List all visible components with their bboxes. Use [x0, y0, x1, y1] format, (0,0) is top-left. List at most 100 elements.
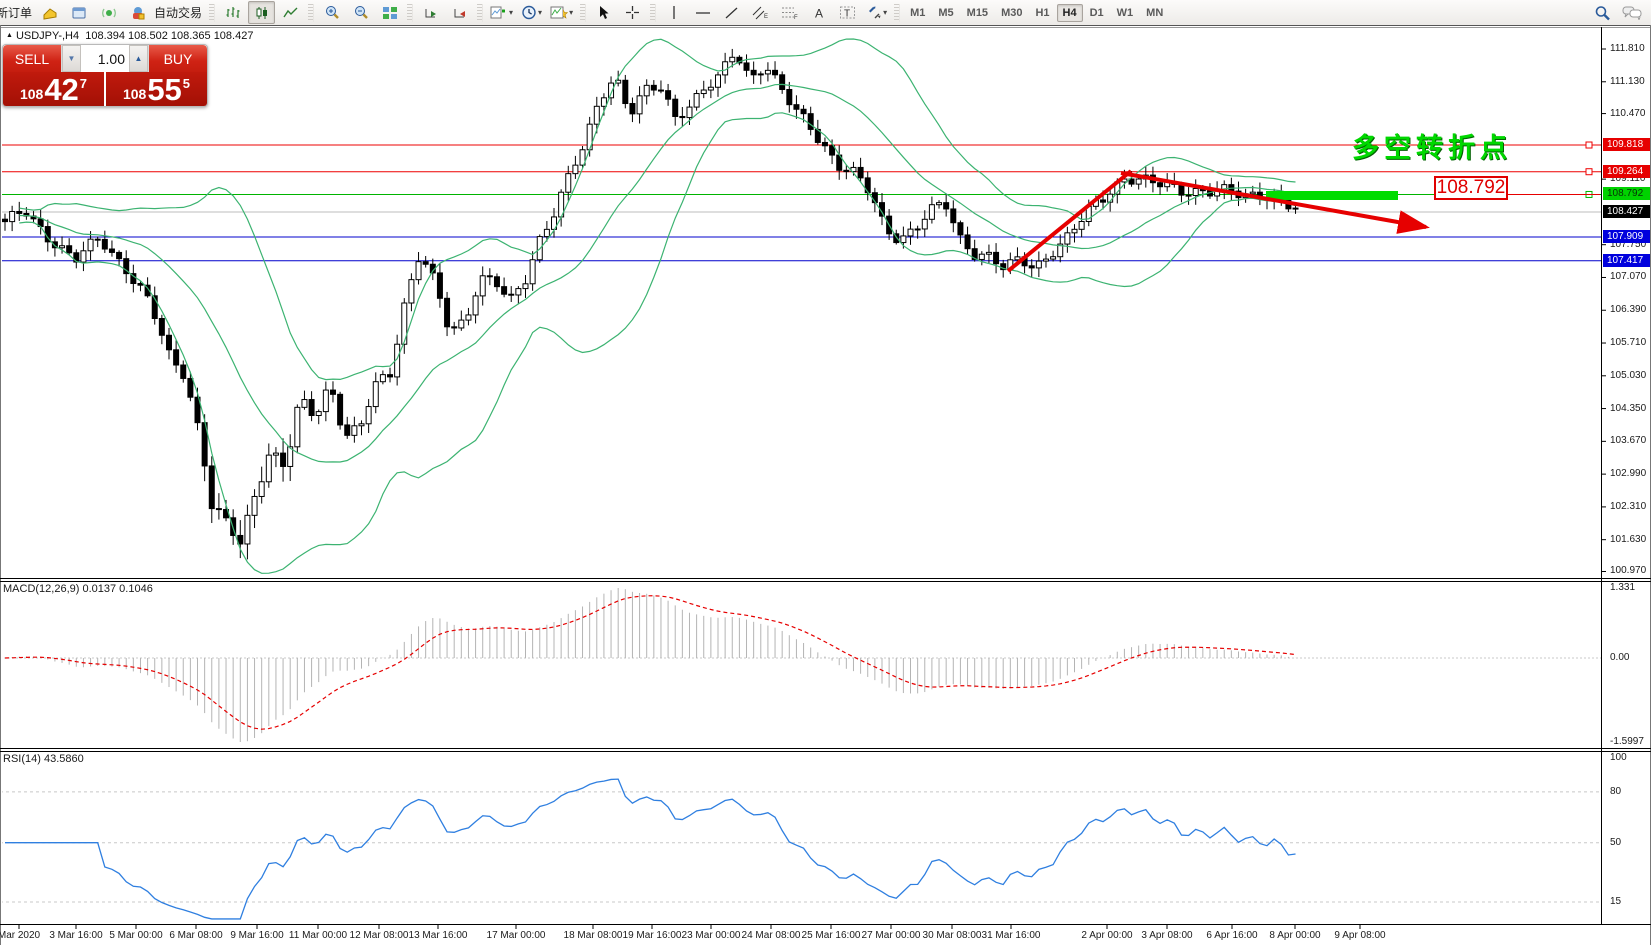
buy-button[interactable]: BUY [149, 45, 207, 72]
buy-price[interactable]: 108 55 5 [122, 72, 191, 107]
time-axis-label: 6 Apr 16:00 [1206, 930, 1258, 941]
volume-decrease-button[interactable]: ▼ [62, 45, 81, 72]
rsi-axis-tick: 100 [1610, 752, 1627, 763]
chart-shift-icon[interactable] [446, 1, 473, 24]
arrows-icon[interactable]: ▾ [863, 1, 890, 24]
price-axis-tick: 107.750 [1610, 238, 1647, 250]
market-watch-icon[interactable] [66, 1, 93, 24]
svg-text:T: T [844, 9, 850, 20]
rsi-axis-tick: 15 [1610, 895, 1622, 907]
toolbar: 新订单 自动交易 ▾ [0, 0, 1651, 26]
toolbar-grip [650, 3, 657, 22]
time-axis-label: 9 Mar 16:00 [230, 930, 284, 941]
text-icon[interactable]: A [805, 1, 832, 24]
templates-icon[interactable]: ▾ [547, 1, 576, 24]
time-axis-label: 18 Mar 08:00 [563, 930, 623, 941]
timeframe-m30[interactable]: M30 [1001, 6, 1023, 19]
price-tag: 109.818 [1603, 138, 1650, 151]
text-label-icon[interactable]: T [834, 1, 861, 24]
time-axis-label: 27 Mar 00:00 [861, 930, 921, 941]
rsi-label: RSI(14) 43.5860 [3, 753, 84, 765]
time-axis-label: 25 Mar 16:00 [801, 930, 861, 941]
price-axis-tick: 110.470 [1610, 107, 1646, 119]
macd-axis-zero: 0.00 [1610, 652, 1630, 663]
time-axis-label: 13 Mar 16:00 [408, 930, 468, 941]
fibonacci-icon[interactable]: F [776, 1, 803, 24]
toolbar-grip [407, 3, 414, 22]
timeframe-m1[interactable]: M1 [910, 6, 926, 19]
time-axis-label: 11 Mar 00:00 [288, 930, 348, 941]
horizontal-line-icon[interactable] [689, 1, 716, 24]
price-tag: 109.264 [1603, 164, 1650, 178]
time-axis-label: 23 Mar 00:00 [681, 930, 741, 941]
timeframe-w1[interactable]: W1 [1116, 6, 1134, 19]
macd-axis-min: -1.5997 [1610, 736, 1644, 747]
time-axis-label: 24 Mar 08:00 [741, 930, 801, 941]
time-axis-label: 3 Apr 08:00 [1141, 930, 1193, 941]
timeframe-m15[interactable]: M15 [966, 6, 989, 19]
auto-scroll-icon[interactable] [417, 1, 444, 24]
sell-price[interactable]: 108 42 7 [19, 72, 88, 107]
price-axis-tick: 105.710 [1610, 337, 1647, 349]
price-callout-box[interactable]: 108.792 [1434, 176, 1508, 200]
time-axis-label: 30 Mar 08:00 [922, 930, 982, 941]
sell-button[interactable]: SELL [3, 45, 61, 72]
macd-axis-max: 1.331 [1610, 582, 1636, 593]
timeframe-h1[interactable]: H1 [1035, 6, 1050, 19]
line-chart-icon[interactable] [277, 1, 304, 24]
symbol-marker-icon: ▲ [6, 32, 13, 39]
timeframe-group: M1 M5 M15 M30 H1 H4 D1 W1 MN [904, 3, 1169, 22]
crosshair-icon[interactable] [619, 1, 646, 24]
equidistant-channel-icon[interactable]: E [747, 1, 774, 24]
new-chart-icon[interactable]: ▾ [487, 1, 516, 24]
chat-icon[interactable] [1618, 1, 1645, 24]
rsi-axis-tick: 80 [1610, 785, 1622, 797]
timeframe-mn[interactable]: MN [1146, 6, 1164, 19]
periods-icon[interactable]: ▾ [518, 1, 545, 24]
toolbar-grip [894, 3, 901, 22]
price-axis-tick: 100.970 [1610, 565, 1647, 577]
new-order-button[interactable]: 新订单 [0, 6, 33, 20]
auto-trading-button[interactable]: 自动交易 [154, 6, 203, 20]
time-axis-label: 2 Apr 00:00 [1081, 930, 1133, 941]
candlestick-chart-icon[interactable] [248, 1, 276, 24]
tile-windows-icon[interactable] [376, 1, 403, 24]
turning-point-annotation[interactable]: 多空转折点 [1352, 133, 1512, 163]
time-axis-label: 8 Apr 00:00 [1269, 930, 1321, 941]
price-divider [104, 72, 106, 106]
time-axis-label: Mar 2020 [0, 930, 41, 941]
search-icon[interactable] [1589, 1, 1616, 24]
svg-text:A: A [815, 6, 823, 20]
price-axis-tick: 107.070 [1610, 271, 1647, 283]
svg-text:E: E [764, 14, 768, 20]
price-axis-tick: 102.990 [1610, 468, 1647, 480]
volume-control: ▼ ▲ [61, 45, 149, 72]
toolbar-grip [477, 3, 484, 22]
autotrading-icon[interactable] [124, 1, 151, 24]
vertical-line-icon[interactable] [660, 1, 687, 24]
time-axis-label: 19 Mar 16:00 [622, 930, 682, 941]
cursor-icon[interactable] [590, 1, 617, 24]
timeframe-d1[interactable]: D1 [1089, 6, 1104, 19]
bar-chart-icon[interactable] [219, 1, 246, 24]
chart-symbol-title: ▲ USDJPY-,H4 108.394 108.502 108.365 108.… [6, 30, 253, 42]
zoom-in-icon[interactable] [318, 1, 345, 24]
price-tag: 108.427 [1603, 205, 1650, 219]
rsi-axis-tick: 50 [1610, 836, 1622, 848]
svg-text:F: F [794, 15, 798, 20]
trendline-icon[interactable] [718, 1, 745, 24]
toolbar-grip [580, 3, 587, 22]
price-axis-tick: 103.670 [1610, 435, 1647, 447]
signal-icon[interactable] [95, 1, 122, 24]
volume-input[interactable] [81, 45, 129, 72]
price-axis-tick: 102.310 [1610, 500, 1647, 512]
volume-increase-button[interactable]: ▲ [129, 45, 148, 72]
toolbar-grip [209, 3, 216, 22]
timeframe-m5[interactable]: M5 [938, 6, 954, 19]
history-center-icon[interactable] [37, 1, 64, 24]
time-axis-label: 6 Mar 08:00 [169, 930, 223, 941]
timeframe-h4[interactable]: H4 [1056, 3, 1083, 22]
zoom-out-icon[interactable] [347, 1, 374, 24]
time-axis-label: 5 Mar 00:00 [109, 930, 163, 941]
